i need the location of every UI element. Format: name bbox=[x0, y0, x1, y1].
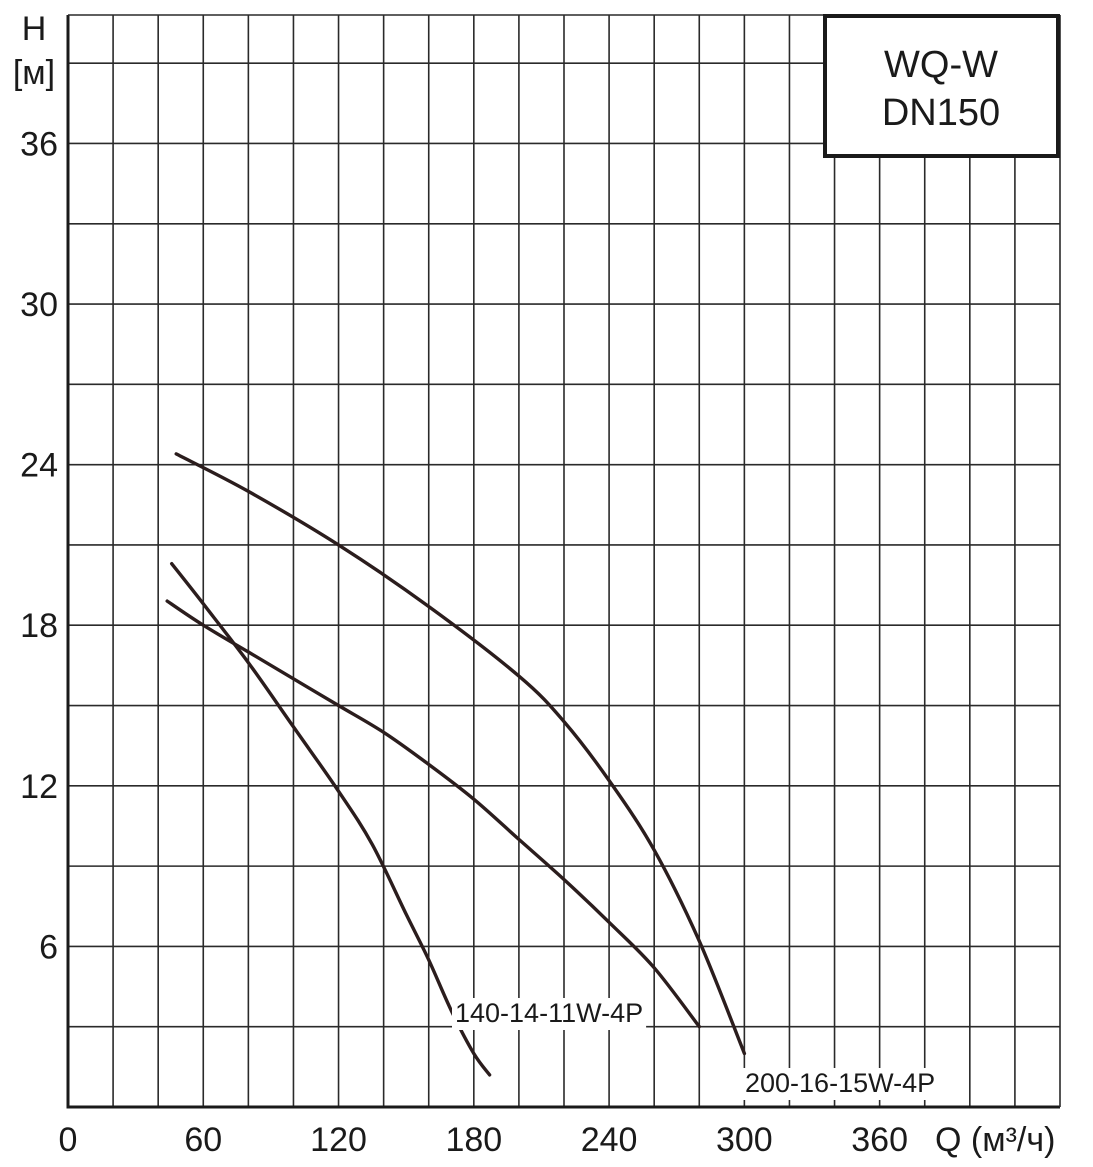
tick-labels: 0 60 120 180 240 300 360 6 12 18 24 30 36 bbox=[20, 125, 908, 1159]
series-label-background bbox=[452, 998, 647, 1030]
y-tick-label: 18 bbox=[20, 607, 58, 645]
series-curve-3 bbox=[174, 452, 747, 1056]
title-box-frame bbox=[823, 14, 1060, 158]
series-label: 140-14-11W-4P bbox=[455, 998, 643, 1028]
y-tick-label: 6 bbox=[39, 928, 58, 966]
x-tick-label: 240 bbox=[581, 1121, 638, 1159]
y-tick-label: 36 bbox=[20, 125, 58, 163]
y-axis-label: H bbox=[22, 10, 47, 48]
chart-subtitle: DN150 bbox=[882, 92, 1000, 134]
x-tick-label: 60 bbox=[184, 1121, 222, 1159]
x-tick-label: 0 bbox=[59, 1121, 78, 1159]
grid bbox=[68, 15, 1060, 1107]
series-label-background bbox=[742, 1068, 939, 1100]
x-tick-label: 360 bbox=[851, 1121, 908, 1159]
x-tick-label: 120 bbox=[310, 1121, 367, 1159]
y-tick-label: 24 bbox=[20, 447, 58, 485]
y-tick-label: 12 bbox=[20, 768, 58, 806]
x-tick-label: 180 bbox=[445, 1121, 502, 1159]
y-tick-label: 30 bbox=[20, 286, 58, 324]
x-tick-label: 300 bbox=[716, 1121, 773, 1159]
series-labels: 140-14-11W-4P 200-16-15W-4P bbox=[452, 998, 939, 1100]
series-label: 200-16-15W-4P bbox=[745, 1068, 935, 1098]
axes bbox=[66, 14, 1061, 1109]
x-axis-label: Q (м³/ч) bbox=[935, 1121, 1055, 1159]
title-box: WQ-W DN150 bbox=[823, 14, 1060, 158]
chart-title: WQ-W bbox=[884, 44, 998, 86]
y-axis-unit: [м] bbox=[13, 54, 55, 92]
series-curve-2 bbox=[165, 599, 701, 1029]
